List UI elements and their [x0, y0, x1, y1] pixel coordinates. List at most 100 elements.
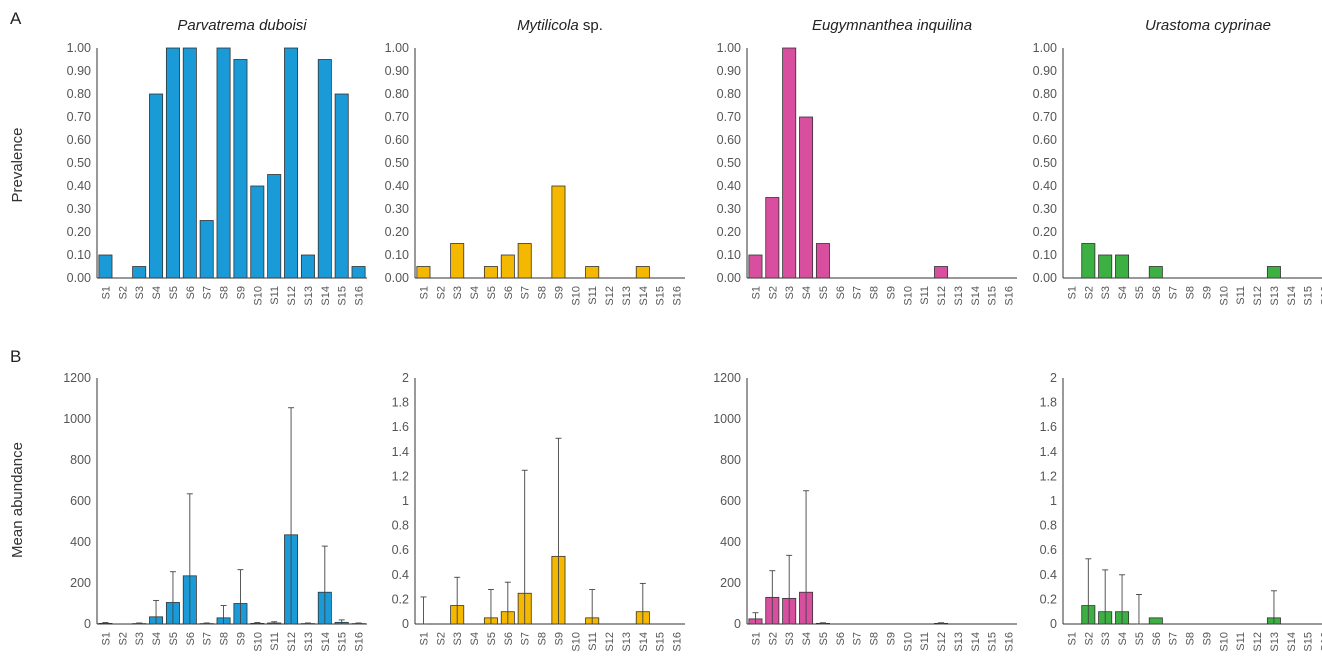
error-bar-s3	[454, 576, 461, 625]
y-tick-label: 0.8	[1040, 519, 1057, 533]
x-tick-label: S9	[1201, 632, 1213, 645]
x-tick-label: S3	[134, 286, 146, 299]
error-bar-s6	[186, 493, 193, 625]
x-tick-label: S7	[520, 632, 532, 645]
x-tick-label: S1	[418, 286, 430, 299]
error-bar-s1	[420, 596, 427, 625]
y-tick-label: 0.80	[385, 87, 409, 101]
x-tick-label: S10	[1218, 286, 1230, 306]
error-bar-s9	[237, 569, 244, 625]
x-tick-label: S3	[134, 632, 146, 645]
x-tick-label: S6	[1151, 632, 1163, 645]
error-bar-s5	[487, 589, 494, 625]
x-tick-label: S15	[337, 632, 349, 652]
x-tick-label: S16	[672, 632, 684, 652]
x-tick-label: S12	[286, 632, 298, 652]
y-tick-label: 2	[1050, 371, 1057, 385]
y-tick-label: 1000	[63, 412, 91, 426]
x-tick-label: S11	[587, 632, 599, 651]
y-tick-label: 0.10	[717, 248, 741, 262]
x-tick-label: S2	[117, 632, 129, 645]
error-bar-s16	[355, 622, 362, 625]
x-tick-label: S8	[219, 632, 231, 645]
y-tick-label: 400	[720, 535, 741, 549]
bar-s12	[934, 266, 949, 279]
x-tick-label: S12	[1252, 286, 1264, 306]
bar-s5	[165, 47, 180, 279]
error-bar-s7	[203, 622, 210, 625]
bar-s6	[1148, 266, 1163, 279]
x-tick-label: S11	[269, 632, 281, 651]
x-tick-label: S3	[452, 286, 464, 299]
error-bar-s6	[504, 581, 511, 625]
error-bar-s1	[752, 612, 759, 625]
error-bar-s2	[769, 570, 776, 625]
y-tick-label: 1200	[713, 371, 741, 385]
y-tick-label: 0.10	[385, 248, 409, 262]
error-bar-s14	[321, 545, 328, 625]
x-tick-label: S11	[1235, 286, 1247, 305]
charts-container: Parvatrema duboisi0.000.100.200.300.400.…	[63, 17, 1322, 652]
bar-s10	[250, 185, 265, 279]
x-tick-label: S16	[1320, 286, 1322, 306]
x-tick-label: S3	[784, 286, 796, 299]
bar-s13	[1266, 266, 1281, 279]
x-tick-label: S10	[1218, 632, 1230, 652]
bar-s3	[450, 243, 465, 279]
x-tick-label: S3	[784, 632, 796, 645]
y-tick-label: 0.80	[1033, 87, 1057, 101]
x-tick-label: S8	[869, 632, 881, 645]
x-tick-label: S5	[168, 286, 180, 299]
error-bar-s7	[521, 469, 528, 625]
x-tick-label: S14	[1286, 632, 1298, 652]
x-tick-label: S10	[570, 632, 582, 652]
x-tick-label: S15	[655, 286, 667, 306]
y-tick-label: 0.20	[717, 225, 741, 239]
y-tick-label: 1.6	[1040, 420, 1057, 434]
y-tick-label: 0.4	[392, 568, 409, 582]
x-tick-label: S13	[621, 286, 633, 306]
x-tick-label: S5	[168, 632, 180, 645]
x-tick-label: S1	[418, 632, 430, 645]
y-tick-label: 0.90	[67, 64, 91, 78]
error-bar-s4	[153, 599, 160, 625]
y-tick-label: 0.60	[67, 133, 91, 147]
bar-s1	[416, 266, 431, 279]
x-tick-label: S1	[100, 286, 112, 299]
x-tick-label: S14	[320, 286, 332, 306]
x-tick-label: S2	[435, 632, 447, 645]
y-tick-label: 1200	[63, 371, 91, 385]
bar-s14	[635, 266, 650, 279]
x-tick-label: S4	[151, 632, 163, 645]
y-tick-label: 800	[720, 453, 741, 467]
y-tick-label: 0	[734, 617, 741, 631]
bar-s1	[98, 254, 113, 279]
x-tick-label: S4	[1117, 286, 1129, 299]
chart-a-2: Mytilicola sp. 0.00 0.10 0.20 0.30 0.40 0.50 0.…	[385, 17, 685, 306]
x-tick-label: S8	[219, 286, 231, 299]
x-tick-label: S16	[354, 632, 366, 652]
y-tick-label: 0.80	[67, 87, 91, 101]
bar-s1	[748, 254, 763, 279]
x-tick-label: S10	[902, 286, 914, 306]
error-bar-s12	[938, 622, 945, 625]
error-bar-s1	[102, 622, 109, 625]
x-tick-label: S7	[202, 286, 214, 299]
x-tick-label: S14	[320, 632, 332, 652]
y-tick-label: 0.30	[67, 202, 91, 216]
x-tick-label: S11	[269, 286, 281, 305]
bar-s14	[317, 59, 332, 279]
error-bar-s9	[555, 437, 562, 625]
bar-s11	[585, 266, 600, 279]
x-tick-label: S16	[672, 286, 684, 306]
x-tick-label: S15	[987, 286, 999, 306]
x-tick-label: S14	[638, 286, 650, 306]
x-tick-label: S3	[1100, 286, 1112, 299]
bar-s7	[517, 243, 532, 279]
x-tick-label: S4	[1117, 632, 1129, 645]
x-tick-label: S13	[953, 632, 965, 652]
y-tick-label: 0.4	[1040, 568, 1057, 582]
x-tick-label: S1	[1066, 632, 1078, 645]
y-tick-label: 1.00	[717, 41, 741, 55]
error-bar-s3	[786, 554, 793, 625]
